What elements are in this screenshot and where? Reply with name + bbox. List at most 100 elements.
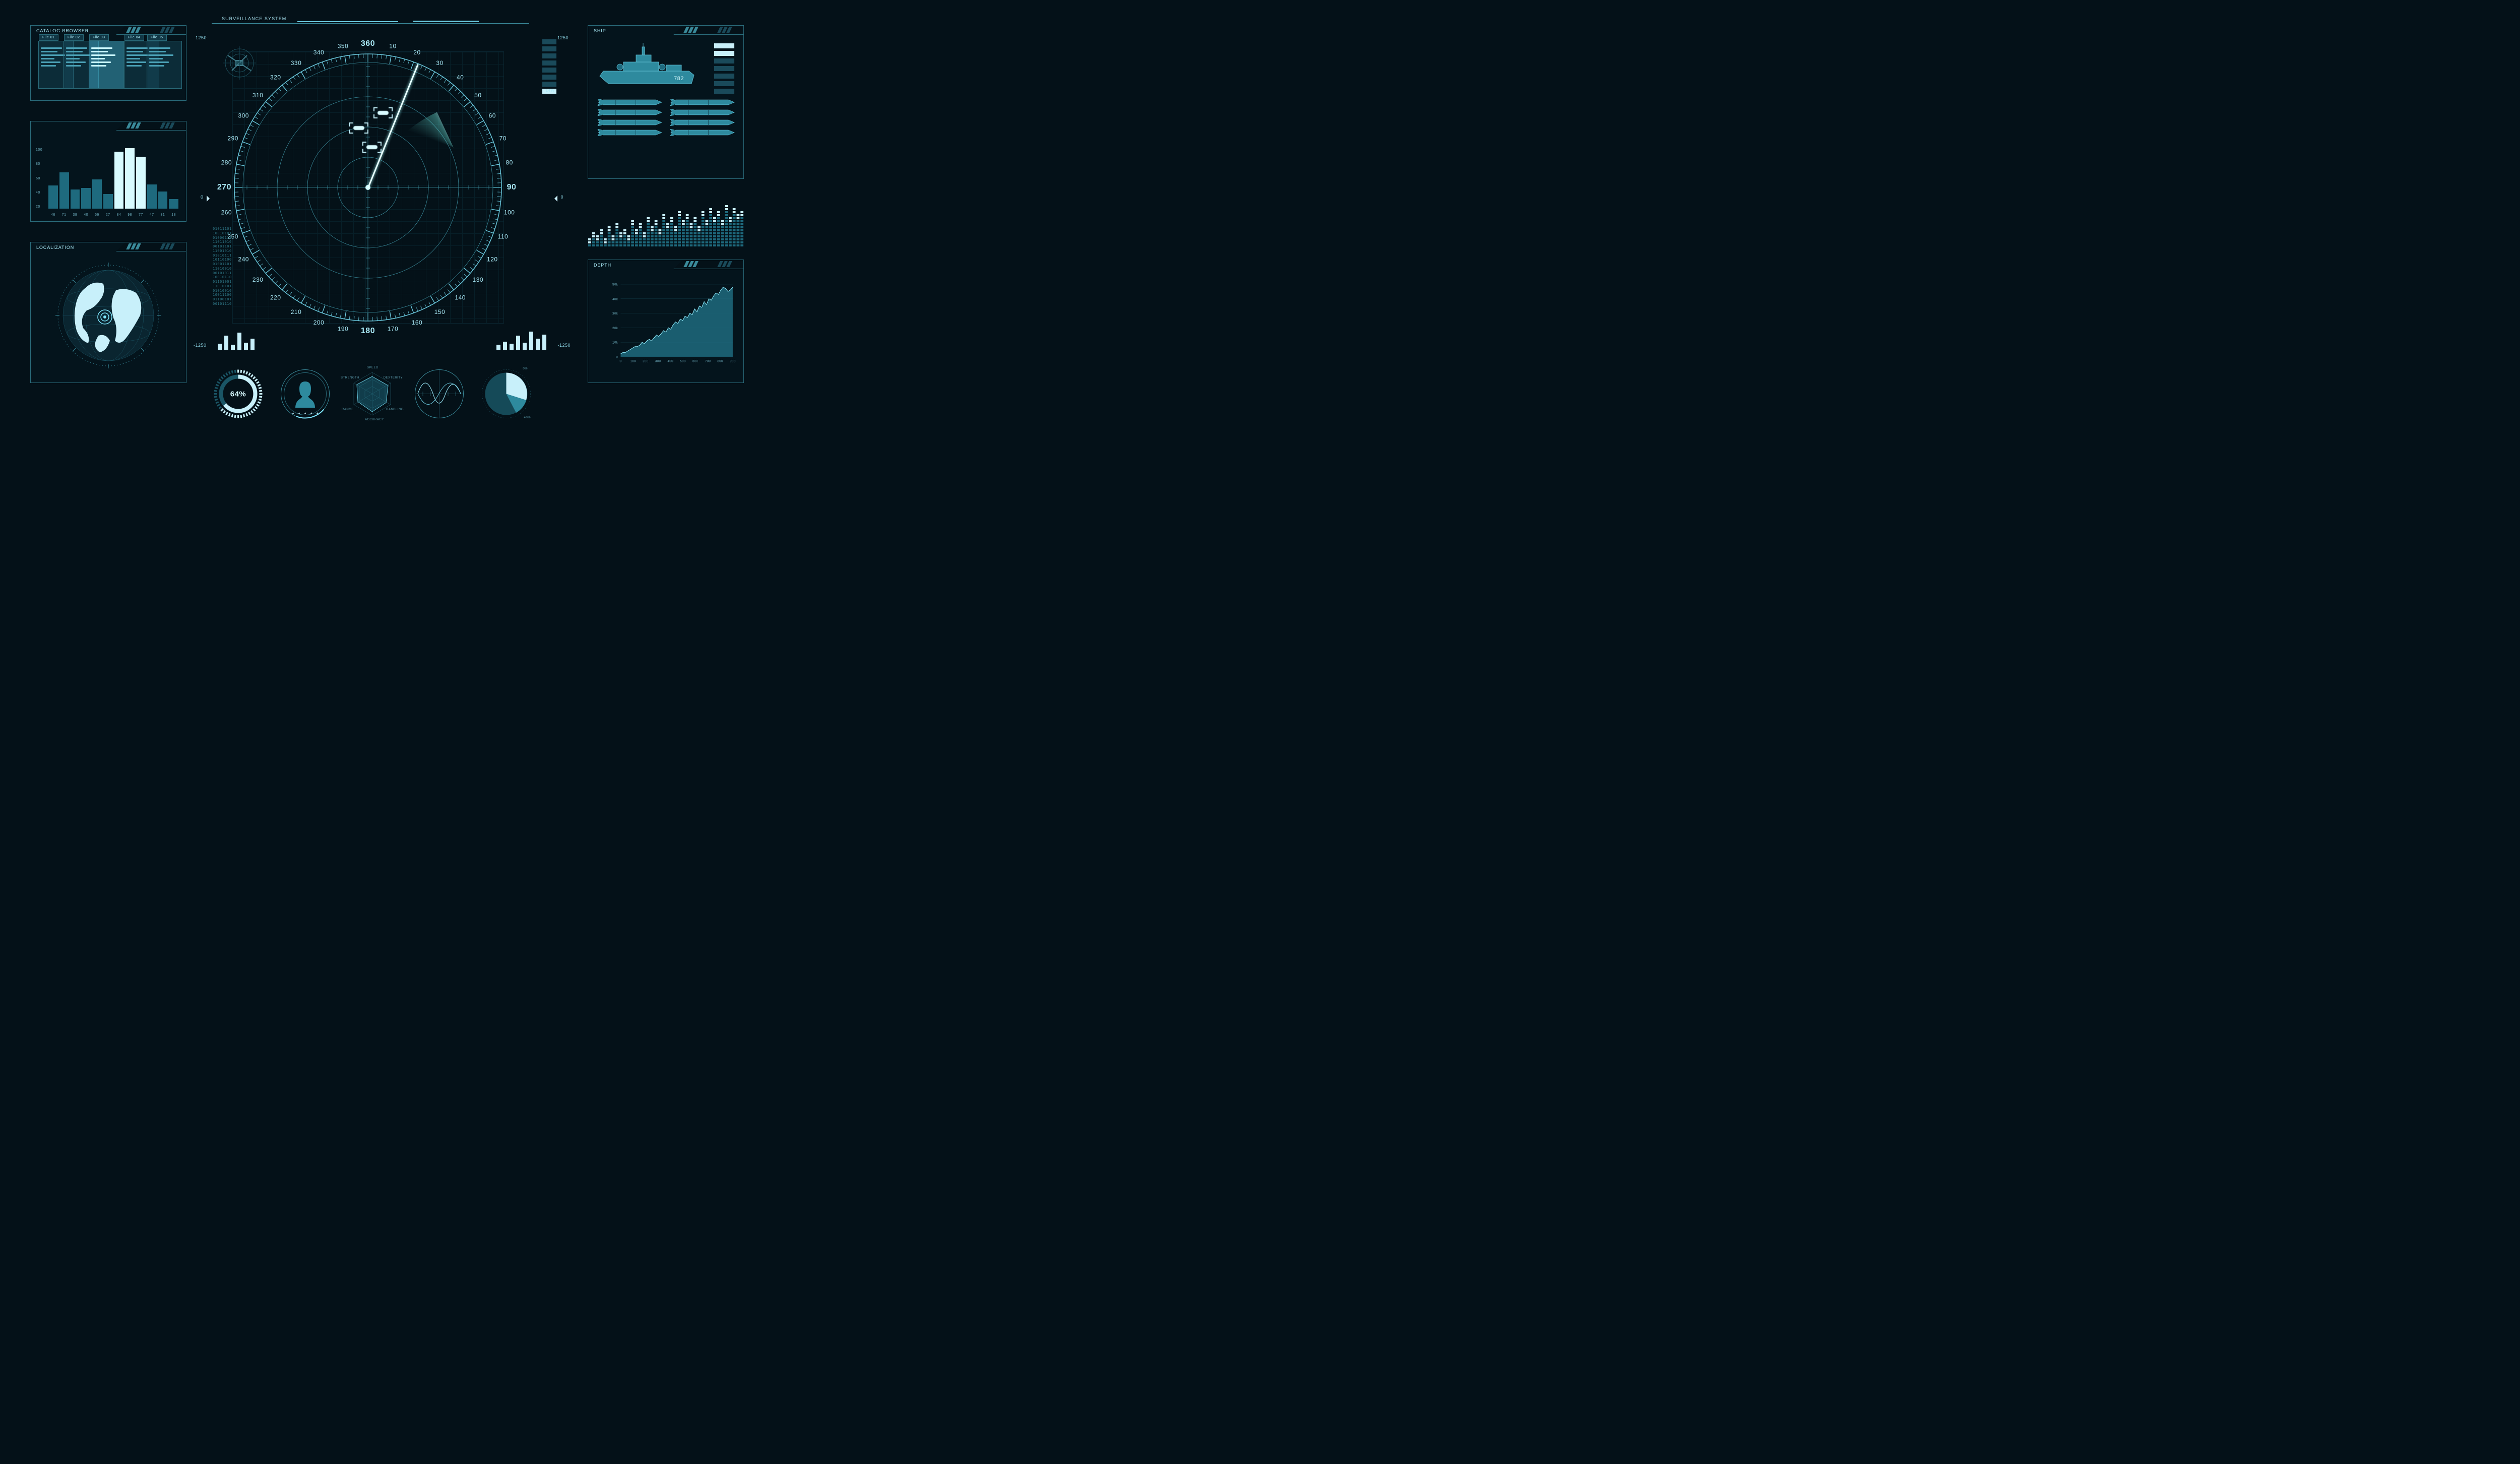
surveillance-title: SURVEILLANCE SYSTEM [222, 16, 286, 21]
stats-y-axis: 20406080100 [36, 148, 42, 209]
ship-icon: 782 [596, 41, 697, 91]
satellite-icon [222, 45, 257, 81]
svg-text:500: 500 [680, 359, 686, 363]
svg-text:600: 600 [692, 359, 699, 363]
svg-text:800: 800 [717, 359, 723, 363]
svg-text:340: 340 [313, 49, 325, 56]
svg-text:200: 200 [643, 359, 649, 363]
svg-text:50k: 50k [612, 283, 618, 287]
waveform-gauge [413, 367, 466, 420]
svg-text:210: 210 [291, 308, 302, 315]
ship-title: SHIP [588, 28, 606, 33]
svg-text:900: 900 [730, 359, 736, 363]
svg-text:50: 50 [474, 92, 481, 99]
svg-text:360: 360 [361, 39, 375, 48]
svg-text:280: 280 [221, 159, 232, 166]
stats-bar: 84 [114, 152, 124, 209]
missile-icon [596, 99, 663, 106]
svg-text:100: 100 [504, 209, 515, 216]
svg-text:200: 200 [313, 319, 325, 326]
progress-gauge: 64% [212, 367, 265, 420]
depth-panel: DEPTH 010k20k30k40k50k010020030040050060… [588, 260, 744, 383]
ship-panel: SHIP 782 [588, 25, 744, 179]
svg-text:240: 240 [238, 256, 249, 263]
stats-bar: 47 [147, 184, 157, 209]
radar-contact[interactable] [373, 107, 393, 119]
svg-text:110: 110 [497, 233, 508, 240]
svg-text:150: 150 [434, 308, 446, 315]
svg-text:220: 220 [270, 294, 281, 301]
svg-text:300: 300 [238, 112, 249, 119]
svg-text:40: 40 [457, 74, 464, 81]
svg-text:310: 310 [253, 92, 264, 99]
svg-text:0: 0 [616, 356, 618, 359]
center-frame-decor [212, 23, 529, 24]
scale-right-top: 1250 [557, 35, 569, 40]
stats-bar: 31 [158, 192, 168, 209]
radar-contact[interactable] [362, 141, 382, 153]
svg-text:80: 80 [506, 159, 513, 166]
svg-text:90: 90 [507, 183, 517, 192]
svg-text:400: 400 [668, 359, 674, 363]
missile-icon [668, 119, 736, 126]
localization-panel: LOCALIZATION [30, 242, 186, 383]
svg-text:10k: 10k [612, 341, 618, 345]
globe-icon [55, 263, 161, 368]
catalog-panel: CATALOG BROWSER File 01File 02File 03Fil… [30, 25, 186, 101]
stats-bar: 40 [81, 188, 91, 209]
missile-icon [668, 129, 736, 136]
svg-text:20: 20 [413, 49, 420, 56]
missile-icon [596, 129, 663, 136]
missile-grid [596, 99, 736, 136]
stats-bar: 18 [169, 199, 178, 209]
stats-bar: 46 [48, 185, 58, 209]
stats-bar: 98 [125, 148, 135, 209]
svg-text:130: 130 [473, 276, 484, 283]
svg-text:290: 290 [227, 135, 238, 142]
svg-text:10: 10 [389, 42, 396, 49]
svg-text:180: 180 [361, 327, 375, 335]
svg-text:320: 320 [270, 74, 281, 81]
marker-right-icon [551, 196, 557, 202]
binary-readout: 01011101 10010101 01000111 11011010 0010… [213, 227, 232, 306]
file-tab[interactable]: File 03 [89, 41, 124, 89]
mini-bars-right [496, 330, 546, 350]
svg-text:30: 30 [436, 59, 443, 67]
stats-panel: 20406080100 467138405627849877473118 [30, 121, 186, 222]
svg-text:20k: 20k [612, 327, 618, 330]
stats-bar: 38 [71, 189, 80, 209]
missile-icon [596, 119, 663, 126]
localization-title: LOCALIZATION [30, 245, 74, 250]
stats-bar: 71 [59, 172, 69, 209]
stats-bar: 56 [92, 179, 102, 209]
radar-contact[interactable] [349, 122, 369, 134]
spectrum-display [588, 194, 744, 247]
svg-text:230: 230 [253, 276, 264, 283]
signal-bars [542, 39, 556, 94]
stats-bar: 27 [103, 194, 113, 209]
scale-left-bot: -1250 [194, 343, 207, 348]
svg-text:70: 70 [499, 135, 507, 142]
ship-side-bars [714, 43, 734, 94]
catalog-title: CATALOG BROWSER [30, 28, 89, 33]
svg-text:170: 170 [388, 326, 399, 333]
svg-text:700: 700 [705, 359, 711, 363]
svg-text:270: 270 [217, 183, 231, 192]
radar-display[interactable]: 3601020304050607080901001101201301401501… [212, 31, 524, 344]
svg-text:190: 190 [338, 326, 349, 333]
progress-value: 64% [230, 390, 246, 398]
stats-bar: 77 [136, 157, 146, 209]
svg-text:350: 350 [338, 42, 349, 49]
file-tab[interactable]: File 05 [147, 41, 182, 89]
missile-icon [596, 109, 663, 116]
missile-icon [668, 109, 736, 116]
svg-text:140: 140 [455, 294, 466, 301]
svg-text:330: 330 [291, 59, 302, 67]
svg-text:300: 300 [655, 359, 661, 363]
scale-right-mid: 0 [560, 195, 563, 200]
scale-left-top: 1250 [196, 35, 207, 40]
mini-bars-left [218, 330, 255, 350]
depth-chart: 010k20k30k40k50k010020030040050060070080… [608, 278, 736, 370]
scale-right-bot: -1250 [557, 343, 571, 348]
missile-icon [668, 99, 736, 106]
